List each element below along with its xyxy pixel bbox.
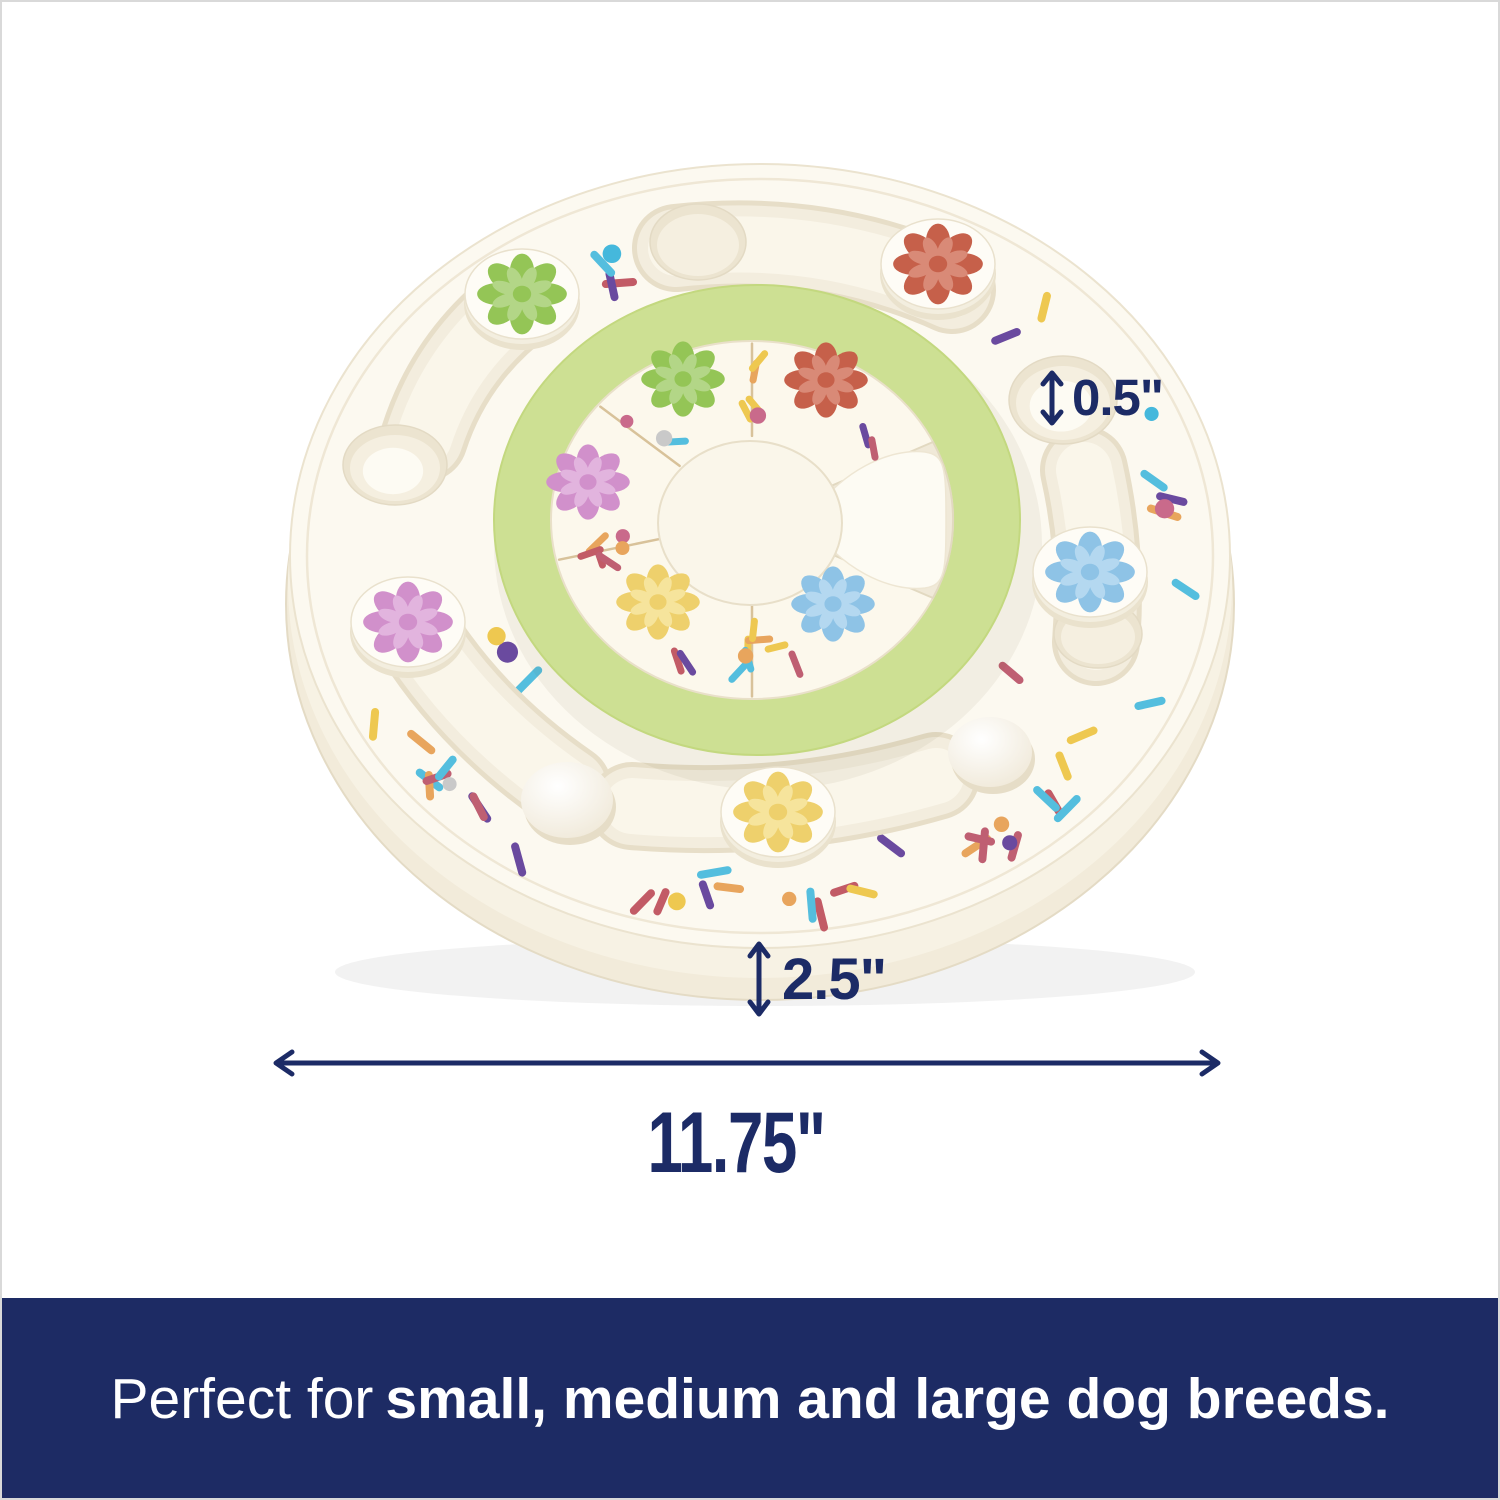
- center-circle: [657, 440, 843, 606]
- sprinkles-outer: [368, 244, 1200, 932]
- flower-pink: [546, 444, 630, 520]
- flower-red: [893, 223, 983, 305]
- flower-yellow: [733, 771, 823, 853]
- double-arrow-vertical-icon: [1040, 370, 1064, 425]
- sprinkles-inner: [577, 350, 879, 683]
- flower-blue: [1045, 531, 1135, 613]
- flower-red: [784, 342, 868, 418]
- wedge-bowl: [807, 450, 947, 590]
- dimension-height: 2.5": [744, 940, 887, 1018]
- banner-text-emphasis: small, medium and large dog breeds.: [385, 1367, 1390, 1431]
- treat-wells: [342, 203, 1143, 669]
- flower-pink: [363, 581, 453, 663]
- flower-green: [477, 253, 567, 335]
- flower-blue: [791, 566, 875, 642]
- double-arrow-vertical-icon: [747, 941, 771, 1017]
- dimension-depth: 0.5": [1038, 368, 1164, 427]
- dimension-width-label: 11.75": [647, 1095, 826, 1191]
- flower-green: [641, 341, 725, 417]
- banner-text-prefix: Perfect for: [110, 1367, 374, 1431]
- banner: Perfect for small, medium and large dog …: [0, 1298, 1500, 1500]
- double-arrow-horizontal-icon: [273, 1049, 1221, 1077]
- dome-knobs: [521, 717, 1035, 845]
- dimension-height-label: 2.5": [782, 946, 887, 1012]
- dimension-depth-label: 0.5": [1072, 369, 1164, 426]
- flower-yellow: [616, 564, 700, 640]
